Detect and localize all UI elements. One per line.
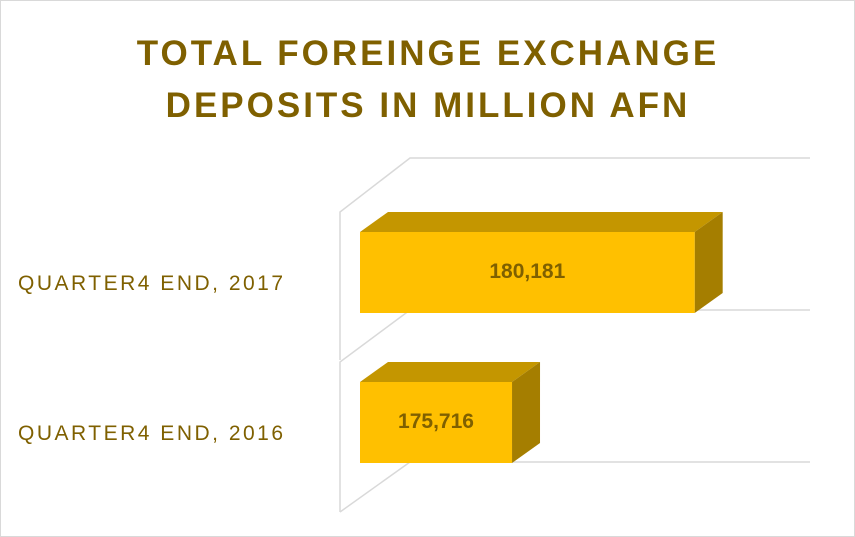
floor	[339, 461, 810, 513]
value-label: 180,181	[489, 260, 565, 283]
bar-top	[360, 362, 541, 382]
bar-top	[360, 212, 723, 232]
bar-side	[694, 212, 723, 313]
value-label: 175,716	[398, 410, 474, 433]
bar	[360, 382, 513, 463]
chart-title: TOTAL FOREINGE EXCHANGE DEPOSITS IN MILL…	[136, 34, 720, 125]
category-label: QUARTER4 END, 2016	[18, 422, 286, 445]
bar-side	[512, 362, 541, 463]
bar	[360, 232, 695, 313]
back-wall	[339, 157, 810, 360]
category-label: QUARTER4 END, 2017	[18, 272, 286, 295]
